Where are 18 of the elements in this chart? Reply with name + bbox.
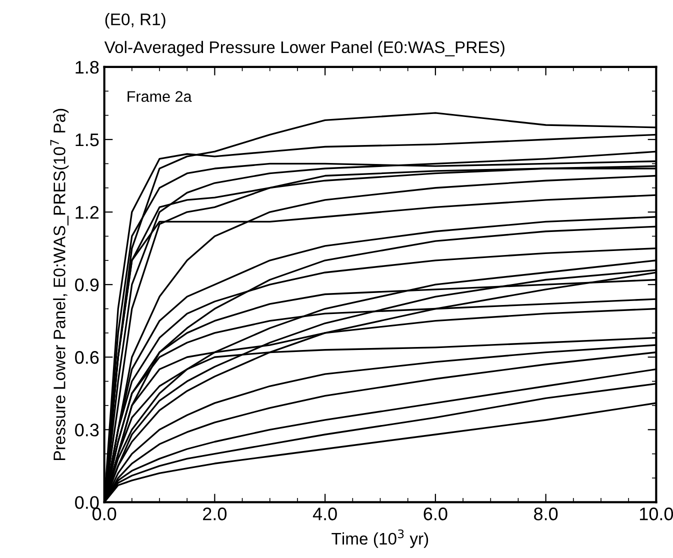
chart-title: (E0, R1) <box>105 13 166 29</box>
y-tick-label: 0.6 <box>75 351 99 364</box>
x-tick-label: 4.0 <box>312 508 337 520</box>
y-tick-label: 0.0 <box>75 496 99 509</box>
x-tick-label: 10.0 <box>640 508 673 520</box>
annotation: Frame 2a <box>128 91 192 102</box>
y-tick-label: 1.2 <box>76 206 99 219</box>
x-axis-title: Time (10$^{3}$ yr) <box>332 529 428 548</box>
y-tick-label: 1.8 <box>76 60 99 74</box>
y-axis-title: Pressure Lower Panel, E0:WAS_PRES(10$^{7}$ Pa) <box>50 108 69 460</box>
y-tick-label: 1.5 <box>76 134 99 146</box>
x-tick-label: 8.0 <box>534 508 558 520</box>
chart-subtitle: Vol-Averaged Pressure Lower Panel (E0:WAS_PRES) <box>104 40 504 56</box>
x-tick-label: 6.0 <box>424 508 448 520</box>
x-tick-label: 2.0 <box>203 508 227 520</box>
y-tick-label: 0.9 <box>75 278 99 292</box>
y-tick-label: 0.3 <box>75 424 99 436</box>
x-tick-label: 0.0 <box>92 508 116 520</box>
